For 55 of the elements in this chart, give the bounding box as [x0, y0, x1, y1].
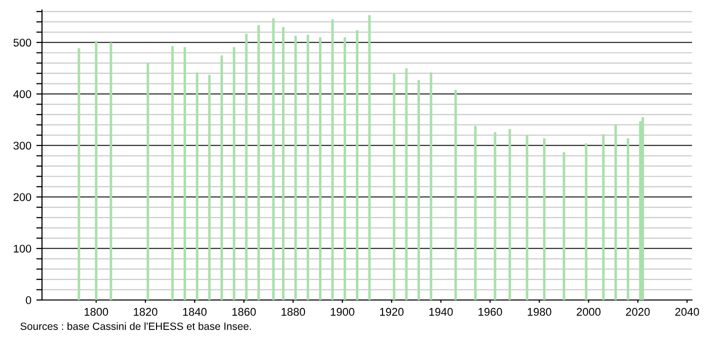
- bar: [146, 62, 150, 300]
- bar: [494, 132, 496, 300]
- bar: [454, 90, 457, 300]
- bar: [368, 15, 371, 300]
- x-tick-label: 1960: [478, 308, 502, 316]
- bar: [232, 47, 236, 300]
- y-tick-label: 0: [26, 296, 32, 304]
- source-note: Sources : base Cassini de l'EHESS et base Insee.: [20, 322, 251, 330]
- y-tick-label: 300: [13, 142, 32, 150]
- bar: [272, 18, 275, 300]
- bar: [584, 143, 588, 300]
- bar: [331, 19, 334, 300]
- bar: [602, 134, 605, 300]
- x-tick-label: 1800: [84, 308, 108, 316]
- bar: [417, 80, 420, 300]
- x-tick-label: 1880: [282, 308, 306, 316]
- bar: [508, 128, 512, 300]
- y-tick-label: 200: [14, 193, 32, 202]
- bar: [474, 126, 477, 300]
- x-tick-label: 1820: [134, 308, 158, 316]
- bar: [356, 30, 358, 300]
- bar: [220, 55, 223, 300]
- bar: [526, 135, 528, 300]
- bar: [543, 138, 546, 300]
- bar: [196, 72, 198, 300]
- bar: [642, 117, 644, 300]
- bar: [110, 42, 112, 300]
- y-tick-label: 400: [13, 90, 32, 98]
- bar: [562, 152, 566, 300]
- bar: [306, 34, 310, 300]
- x-tick-label: 1860: [232, 308, 256, 316]
- bar: [94, 40, 98, 300]
- x-tick-label: 1940: [429, 308, 453, 316]
- bar: [392, 74, 396, 300]
- x-tick-label: 1920: [380, 308, 404, 316]
- y-tick-label: 100: [14, 244, 32, 253]
- x-tick-label: 2040: [675, 308, 699, 316]
- y-tick-label: 500: [13, 38, 32, 47]
- bar: [405, 68, 408, 300]
- bar: [614, 124, 617, 300]
- bar: [78, 48, 80, 300]
- bar: [639, 121, 642, 300]
- bar: [294, 36, 297, 300]
- bar: [208, 74, 211, 300]
- x-tick-label: 1840: [183, 308, 207, 316]
- bar: [184, 47, 186, 300]
- x-tick-label: 2000: [576, 308, 601, 316]
- bar: [257, 24, 260, 300]
- bar: [282, 27, 285, 300]
- bar: [344, 37, 346, 300]
- x-tick-label: 2020: [626, 308, 650, 316]
- bar: [245, 34, 248, 300]
- x-tick-label: 1900: [330, 308, 354, 316]
- bar: [318, 37, 322, 300]
- x-tick-label: 1980: [528, 308, 552, 316]
